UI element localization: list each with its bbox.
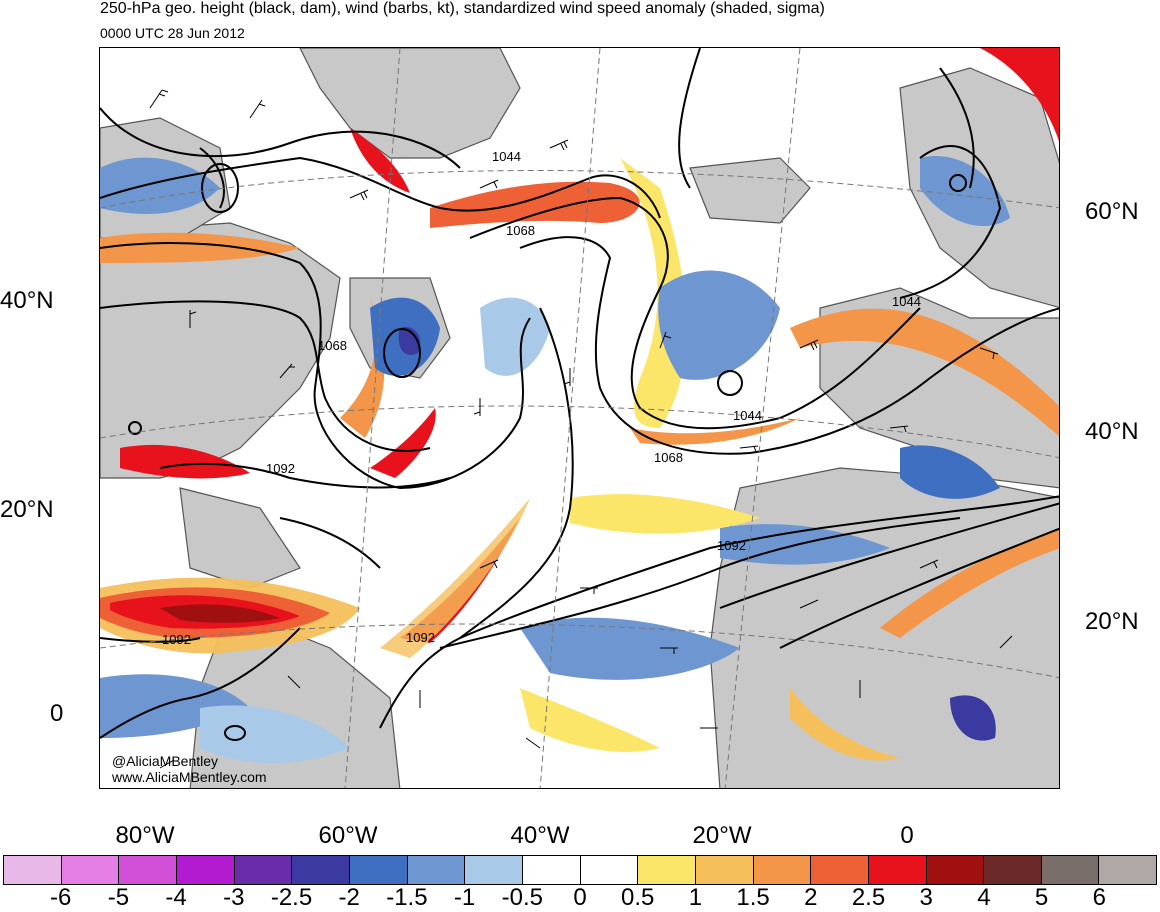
colorbar-label: 1.5 <box>736 884 770 911</box>
lat-label-left: 40°N <box>0 287 54 314</box>
colorbar-swatch <box>292 856 350 884</box>
anomaly-shading <box>100 48 1059 763</box>
colorbar-label: 0.5 <box>621 884 655 911</box>
map-subtitle: 0000 UTC 28 Jun 2012 <box>100 25 245 41</box>
colorbar-label: -0.5 <box>501 884 543 911</box>
colorbar-label: -6 <box>50 884 72 911</box>
contour-label: 1092 <box>162 632 191 647</box>
contour-label: 1068 <box>506 223 535 238</box>
colorbar-label: 1 <box>688 884 703 911</box>
colorbar <box>3 855 1157 885</box>
colorbar-label: -4 <box>165 884 187 911</box>
colorbar-label: 4 <box>977 884 991 911</box>
contour-label: 1068 <box>654 450 683 465</box>
colorbar-swatch <box>176 856 235 884</box>
colorbar-swatch <box>926 856 985 884</box>
colorbar-label: 2.5 <box>851 884 886 911</box>
lat-label-right: 40°N <box>1085 418 1139 445</box>
credit-handle: @AliciaMBentley <box>112 753 219 769</box>
colorbar-label: 0 <box>573 884 587 911</box>
colorbar-swatch <box>695 856 754 884</box>
colorbar-label: 5 <box>1034 884 1049 911</box>
colorbar-swatch <box>1099 856 1157 884</box>
wind-barbs <box>149 89 1013 769</box>
colorbar-swatch <box>753 856 812 884</box>
lon-label: 0 <box>900 822 914 849</box>
contour-label: 1092 <box>406 630 435 645</box>
colorbar-swatch <box>61 856 120 884</box>
map-panel: 1044 1068 1068 1044 1044 1068 1092 1092 … <box>99 47 1060 789</box>
lon-label: 60°W <box>318 822 378 849</box>
colorbar-swatch <box>868 856 927 884</box>
colorbar-swatch <box>811 856 869 884</box>
credit-website: www.AliciaMBentley.com <box>112 769 267 785</box>
contour-label-group: 1044 1068 1068 1044 1044 1068 1092 1092 … <box>162 149 921 647</box>
colorbar-label: -5 <box>107 884 130 911</box>
lon-label: 40°W <box>510 822 570 849</box>
colorbar-label: 6 <box>1092 884 1106 911</box>
colorbar-swatch <box>4 856 62 884</box>
weather-map: 1044 1068 1068 1044 1044 1068 1092 1092 … <box>100 48 1059 788</box>
colorbar-label: 2 <box>804 884 818 911</box>
graticule <box>100 48 1059 788</box>
colorbar-label: -1 <box>453 884 476 911</box>
contour-label: 1044 <box>892 294 921 309</box>
colorbar-label: -1.5 <box>386 884 428 911</box>
contour-label: 1092 <box>717 538 746 553</box>
colorbar-swatch <box>407 856 466 884</box>
contour-label: 1068 <box>318 338 347 353</box>
colorbar-swatch <box>465 856 523 884</box>
contour-label: 1044 <box>733 408 762 423</box>
colorbar-swatch <box>580 856 639 884</box>
contour-label: 1044 <box>492 149 521 164</box>
lat-label-left: 20°N <box>0 496 54 523</box>
lat-label-left: 0 <box>50 700 64 727</box>
height-contours <box>100 48 1059 741</box>
colorbar-swatch <box>638 856 696 884</box>
colorbar-swatch <box>522 856 581 884</box>
colorbar-label: -3 <box>223 884 245 911</box>
lat-label-right: 60°N <box>1085 198 1139 225</box>
colorbar-swatch <box>119 856 177 884</box>
colorbar-swatch <box>1041 856 1100 884</box>
map-title: 250-hPa geo. height (black, dam), wind (… <box>100 0 825 17</box>
contour-label: 1092 <box>266 461 295 476</box>
colorbar-label: -2 <box>338 884 360 911</box>
lon-label: 20°W <box>692 822 752 849</box>
lat-label-right: 20°N <box>1085 608 1139 635</box>
colorbar-label: -2.5 <box>270 884 313 911</box>
lon-label: 80°W <box>115 822 175 849</box>
colorbar-swatch <box>984 856 1042 884</box>
colorbar-swatch <box>234 856 293 884</box>
colorbar-swatch <box>349 856 408 884</box>
colorbar-label: 3 <box>919 884 933 911</box>
